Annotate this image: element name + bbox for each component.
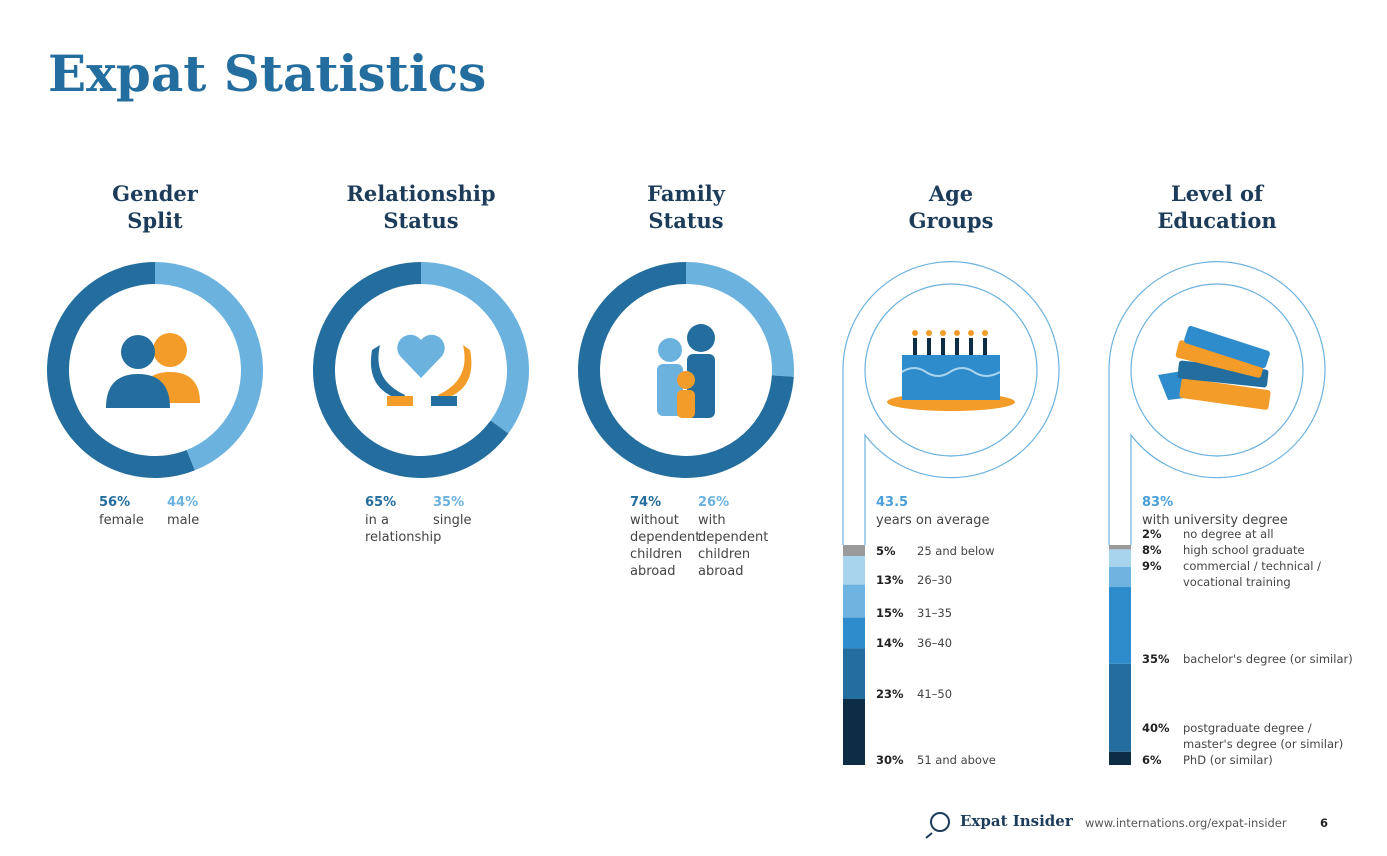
category-label: with dependent children abroad bbox=[698, 513, 769, 579]
footer-brand: Expat Insider bbox=[960, 812, 1073, 830]
chart-title: Level of Education bbox=[1157, 181, 1277, 233]
segment-value-label: 2% bbox=[1142, 526, 1162, 541]
segment-value-label: 40% bbox=[1142, 721, 1170, 735]
segment-category-label: PhD (or similar) bbox=[1183, 753, 1273, 767]
cake-icon bbox=[887, 330, 1015, 411]
headline-label: years on average bbox=[876, 513, 990, 528]
footer-logo bbox=[925, 812, 950, 839]
segment-value-label: 14% bbox=[876, 636, 904, 651]
category-label: in a relationship bbox=[365, 513, 442, 545]
segment-category-label: postgraduate degree / master's degree (o… bbox=[1183, 721, 1344, 751]
stacked-segment bbox=[1109, 549, 1131, 567]
donut-segment bbox=[421, 262, 529, 434]
stacked-segment bbox=[843, 556, 865, 585]
segment-value-label: 35% bbox=[1142, 651, 1170, 666]
chart-title: Gender Split bbox=[112, 181, 198, 233]
category-label: male bbox=[167, 513, 200, 528]
segment-category-label: no degree at all bbox=[1183, 526, 1274, 541]
segment-value-label: 9% bbox=[1142, 558, 1162, 573]
books-icon bbox=[1158, 325, 1271, 410]
segment-value-label: 5% bbox=[876, 544, 896, 558]
segment-category-label: high school graduate bbox=[1183, 542, 1305, 557]
category-label: female bbox=[99, 513, 144, 528]
chart-title: Family Status bbox=[647, 181, 725, 233]
age-decoration bbox=[842, 261, 1060, 545]
page-number: 6 bbox=[1320, 816, 1329, 830]
segment-value-label: 13% bbox=[876, 572, 904, 587]
donut-segment bbox=[47, 262, 195, 478]
category-label: without dependent children abroad bbox=[630, 513, 701, 579]
value-label: 26% bbox=[698, 495, 730, 510]
value-label: 35% bbox=[433, 495, 465, 510]
segment-category-label: 25 and below bbox=[917, 544, 995, 558]
headline-value: 83% bbox=[1142, 495, 1174, 510]
donut-segment bbox=[155, 262, 264, 471]
segment-category-label: 31–35 bbox=[917, 605, 953, 620]
segment-category-label: 26–30 bbox=[917, 572, 953, 587]
stacked-segment bbox=[843, 584, 865, 618]
relationship-icon bbox=[370, 334, 472, 406]
headline-label: with university degree bbox=[1142, 513, 1288, 528]
headline-value: 43.5 bbox=[876, 495, 909, 510]
value-label: 56% bbox=[99, 495, 131, 510]
stacked-segment bbox=[1109, 586, 1131, 664]
stacked-segment bbox=[1109, 545, 1131, 550]
stacked-segment bbox=[1109, 567, 1131, 587]
segment-value-label: 15% bbox=[876, 605, 904, 620]
segment-value-label: 8% bbox=[1142, 542, 1162, 557]
stacked-segment bbox=[843, 545, 865, 556]
category-label: single bbox=[433, 513, 472, 528]
segment-value-label: 23% bbox=[876, 687, 904, 701]
value-label: 44% bbox=[167, 495, 199, 510]
segment-category-label: 41–50 bbox=[917, 687, 953, 701]
segment-category-label: commercial / technical / vocational trai… bbox=[1183, 558, 1322, 589]
stacked-segment bbox=[1109, 663, 1131, 752]
segment-value-label: 6% bbox=[1142, 753, 1162, 767]
chart-title: Relationship Status bbox=[346, 181, 496, 233]
education-decoration bbox=[1108, 261, 1326, 545]
value-label: 74% bbox=[630, 495, 662, 510]
stacked-segment bbox=[1109, 751, 1131, 765]
segment-category-label: 51 and above bbox=[917, 753, 996, 767]
segment-category-label: 36–40 bbox=[917, 636, 953, 651]
value-label: 65% bbox=[365, 495, 397, 510]
family-icon bbox=[657, 324, 715, 418]
stacked-segment bbox=[843, 699, 865, 765]
chart-title: Age Groups bbox=[908, 181, 994, 233]
segment-value-label: 30% bbox=[876, 753, 904, 767]
donut-segment bbox=[686, 261, 795, 377]
stacked-segment bbox=[843, 617, 865, 649]
stacked-segment bbox=[843, 648, 865, 699]
page-title: Expat Statistics bbox=[48, 44, 487, 103]
gender-icon bbox=[106, 333, 200, 408]
segment-category-label: bachelor's degree (or similar) bbox=[1183, 651, 1353, 666]
footer-url: www.internations.org/expat-insider bbox=[1085, 816, 1287, 830]
